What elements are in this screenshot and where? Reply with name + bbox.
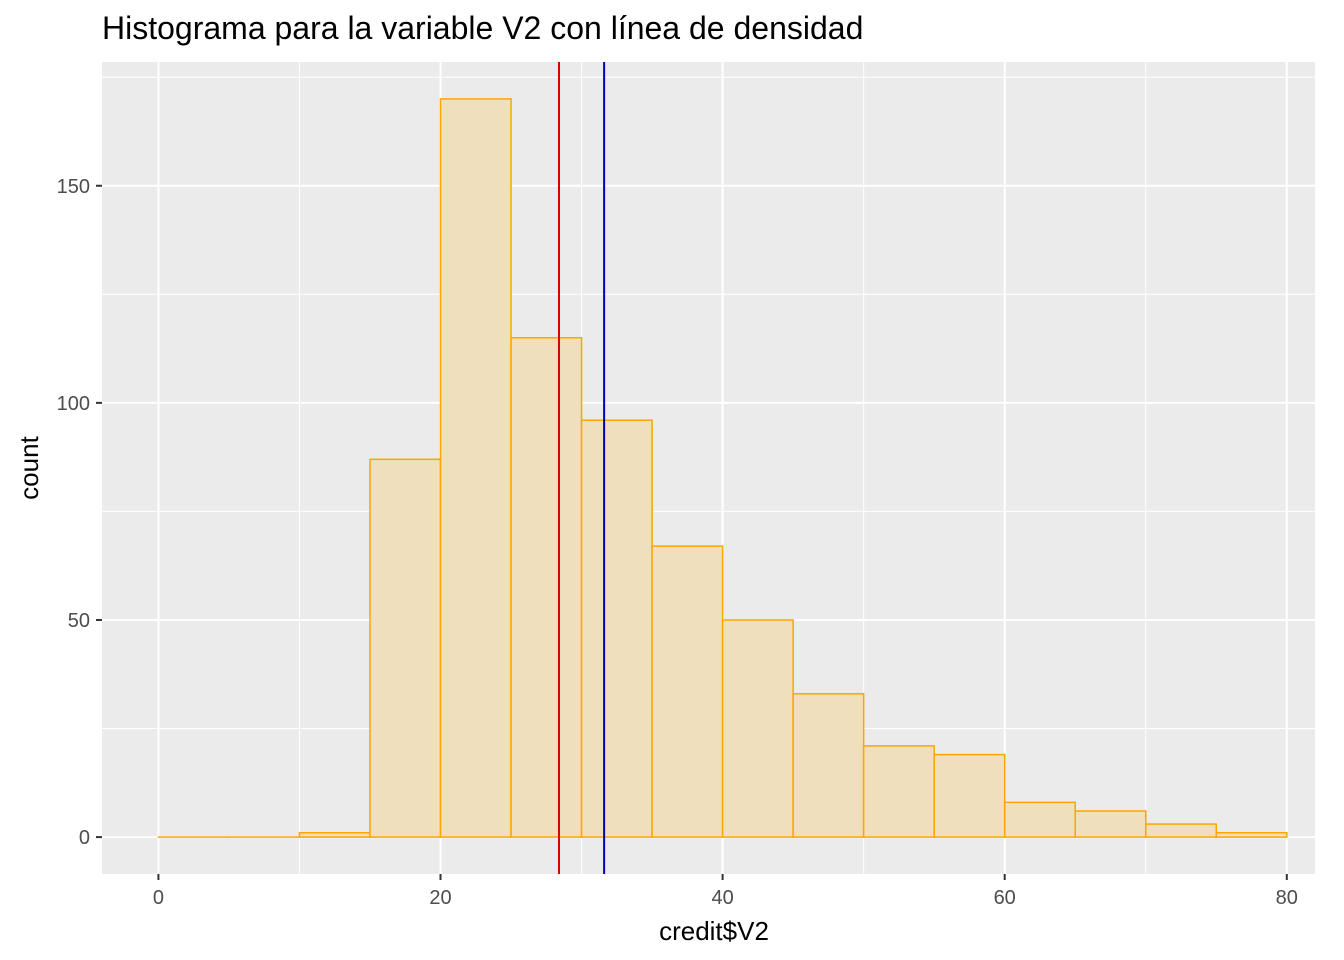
y-tick-label: 150	[57, 176, 90, 198]
x-tick-label: 20	[429, 887, 451, 909]
histogram-bar	[510, 336, 583, 838]
y-tick-label: 100	[57, 393, 90, 415]
histogram-bar	[933, 753, 1006, 838]
histogram-bar	[1074, 810, 1147, 838]
y-tick-label: 0	[79, 827, 90, 849]
x-tick-label: 0	[153, 887, 164, 909]
histogram-bar	[369, 458, 442, 838]
x-tick-label: 80	[1276, 887, 1298, 909]
major-gridlines	[102, 62, 1315, 874]
histogram-bar	[298, 831, 371, 838]
minor-gridlines	[102, 62, 1315, 874]
histogram-bar	[651, 545, 724, 838]
histogram-bar	[1144, 823, 1218, 838]
x-axis-ticks: 0 20 40 60 80	[153, 874, 1298, 909]
histogram-bars	[157, 98, 1288, 838]
x-tick-label: 40	[711, 887, 733, 909]
histogram-bar	[580, 419, 653, 838]
y-tick-label: 50	[68, 610, 90, 632]
x-axis-title: credit$V2	[659, 916, 769, 946]
y-axis-ticks: 0 50 100 150	[57, 176, 102, 849]
chart-title: Histograma para la variable V2 con línea…	[102, 10, 864, 46]
histogram-bar	[1215, 831, 1288, 838]
histogram-bar	[1003, 801, 1076, 838]
histogram-bar	[439, 98, 512, 838]
x-tick-label: 60	[994, 887, 1016, 909]
histogram-bar	[721, 619, 794, 838]
reference-lines	[557, 62, 606, 874]
histogram-bar	[792, 693, 865, 838]
y-axis-title: count	[14, 435, 44, 499]
histogram-bar	[862, 745, 935, 838]
